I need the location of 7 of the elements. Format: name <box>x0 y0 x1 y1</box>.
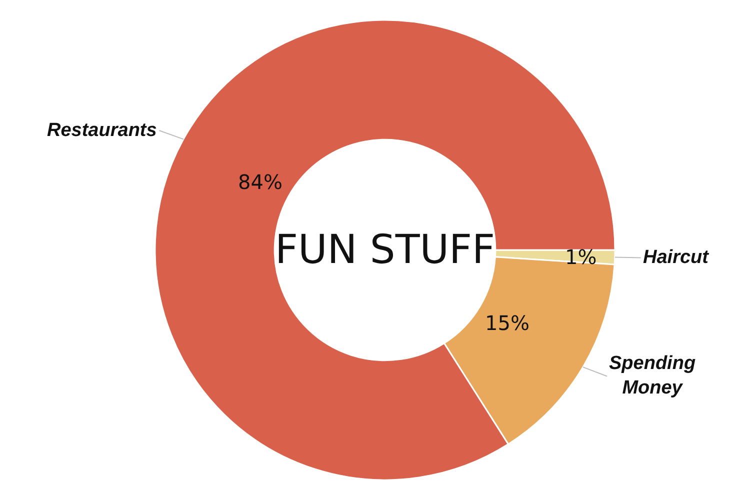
slice-label: Haircut <box>643 247 710 268</box>
data-label: 1% <box>565 245 597 269</box>
text: FUN STUFF <box>275 227 496 273</box>
slice-label: Spending Money <box>609 353 696 399</box>
data-label: 15% <box>485 311 530 335</box>
slice-label: Restaurants <box>47 120 157 141</box>
data-label: 84% <box>238 170 282 194</box>
